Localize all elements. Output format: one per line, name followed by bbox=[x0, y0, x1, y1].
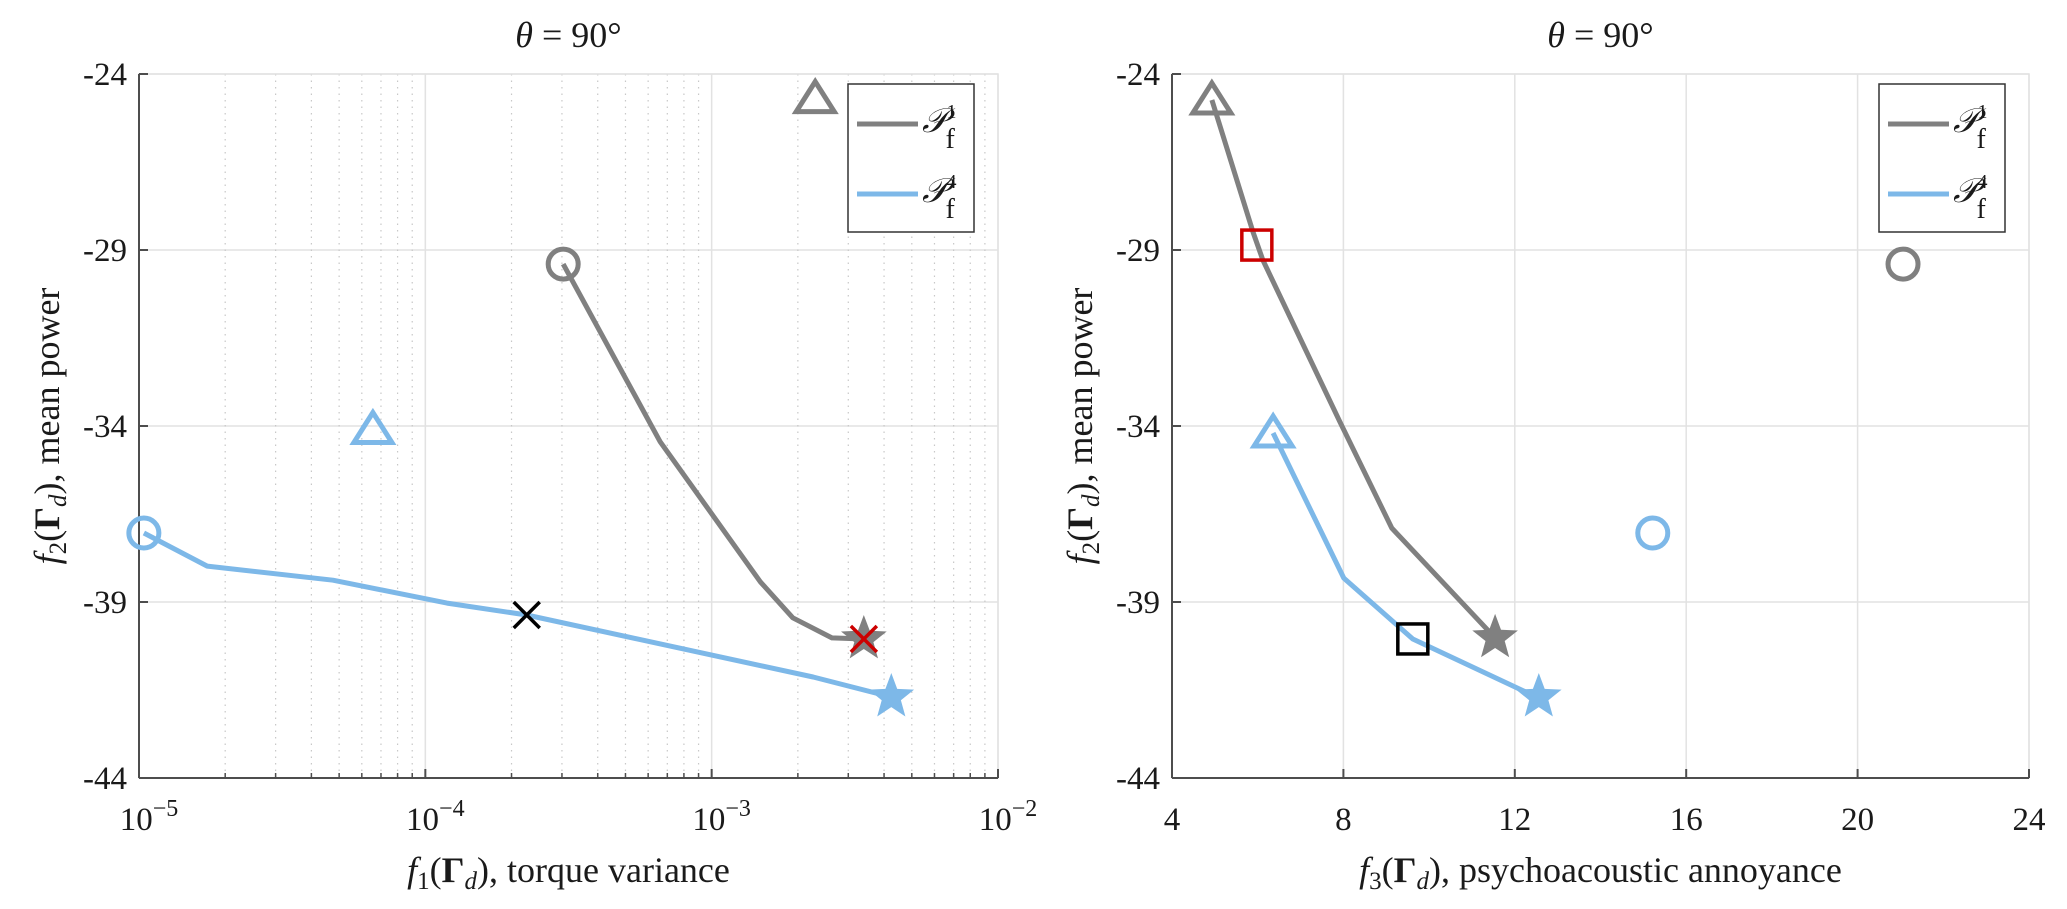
left-y-tick-label: -39 bbox=[83, 585, 127, 621]
left-marker-red-cross bbox=[849, 624, 879, 654]
left-legend: 𝒫1 f𝒫4 f bbox=[847, 83, 975, 233]
left-y-tick-label: -24 bbox=[83, 57, 127, 93]
left-marker-gray-circle bbox=[545, 246, 581, 282]
right-legend-label-pf4: 𝒫4 f bbox=[1953, 171, 1988, 225]
right-marker-blue-triangle bbox=[1249, 411, 1297, 449]
right-x-tick-label: 12 bbox=[1498, 802, 1531, 838]
left-y-tick-label: -29 bbox=[83, 233, 127, 269]
right-y-tick-label: -34 bbox=[1116, 409, 1160, 445]
left-legend-label-pf4: 𝒫4 f bbox=[922, 171, 957, 225]
right-legend-box bbox=[1878, 83, 2006, 233]
left-x-tick-label: 10−2 bbox=[979, 796, 1038, 838]
right-x-axis-label: f3(Γd), psychoacoustic annoyance bbox=[1359, 850, 1842, 895]
left-y-axis-label: f2(Γd), mean power bbox=[27, 288, 72, 565]
right-markers bbox=[1188, 78, 1921, 717]
right-chart-title: θ = 90° bbox=[1547, 15, 1653, 55]
left-y-tick-label: -44 bbox=[83, 761, 127, 797]
right-marker-blue-star bbox=[1516, 673, 1562, 717]
left-marker-blue-star bbox=[868, 673, 915, 717]
right-marker-gray-triangle bbox=[1188, 78, 1236, 116]
left-x-axis-label: f1(Γd), torque variance bbox=[407, 850, 730, 895]
right-marker-red-square bbox=[1240, 228, 1274, 262]
right-legend: 𝒫1 f𝒫4 f bbox=[1878, 83, 2006, 233]
left-x-tick-label: 10−5 bbox=[120, 796, 179, 838]
right-marker-gray-circle bbox=[1885, 246, 1921, 282]
left-marker-black-cross bbox=[512, 600, 541, 630]
right-y-axis-label: f2(Γd), mean power bbox=[1060, 288, 1105, 565]
left-x-tick-label: 10−3 bbox=[692, 796, 751, 838]
right-x-tick-label: 16 bbox=[1670, 802, 1703, 838]
left-marker-gray-triangle bbox=[791, 76, 839, 115]
left-legend-box bbox=[847, 83, 975, 233]
right-x-tick-label: 24 bbox=[2013, 802, 2046, 838]
left-y-tick-label: -34 bbox=[83, 409, 127, 445]
left-series bbox=[142, 262, 892, 700]
right-y-tick-label: -29 bbox=[1116, 233, 1160, 269]
right-x-tick-label: 4 bbox=[1164, 802, 1181, 838]
right-marker-blue-circle bbox=[1635, 515, 1671, 551]
right-x-tick-label: 20 bbox=[1841, 802, 1874, 838]
right-y-tick-label: -24 bbox=[1116, 57, 1160, 93]
right-y-tick-label: -39 bbox=[1116, 585, 1160, 621]
left-legend-label-pf1: 𝒫1 f bbox=[922, 101, 957, 155]
left-markers bbox=[126, 76, 915, 717]
right-x-tick-label: 8 bbox=[1335, 802, 1352, 838]
right-series-line-pf1 bbox=[1209, 99, 1497, 640]
left-series-line-pf1 bbox=[561, 262, 864, 642]
left-marker-blue-triangle bbox=[349, 407, 397, 446]
left-chart-title: θ = 90° bbox=[515, 15, 621, 55]
left-marker-blue-circle bbox=[126, 515, 162, 551]
right-legend-label-pf1: 𝒫1 f bbox=[1953, 101, 1988, 155]
right-ticks: -24 -29 -34 -39 -444 8 12 16 20 24 bbox=[1116, 57, 2046, 838]
right-marker-black-square bbox=[1396, 622, 1430, 656]
right-chart-panel: -24 -29 -34 -39 -444 8 12 16 20 24 θ = 90° f3(Γd)… bbox=[1060, 15, 2046, 895]
right-series-line-pf4 bbox=[1270, 431, 1540, 701]
right-marker-gray-star bbox=[1472, 613, 1518, 658]
right-series bbox=[1209, 99, 1540, 701]
right-y-tick-label: -44 bbox=[1116, 761, 1160, 797]
left-series-line-pf4 bbox=[142, 530, 892, 700]
left-x-tick-label: 10−4 bbox=[406, 796, 465, 838]
